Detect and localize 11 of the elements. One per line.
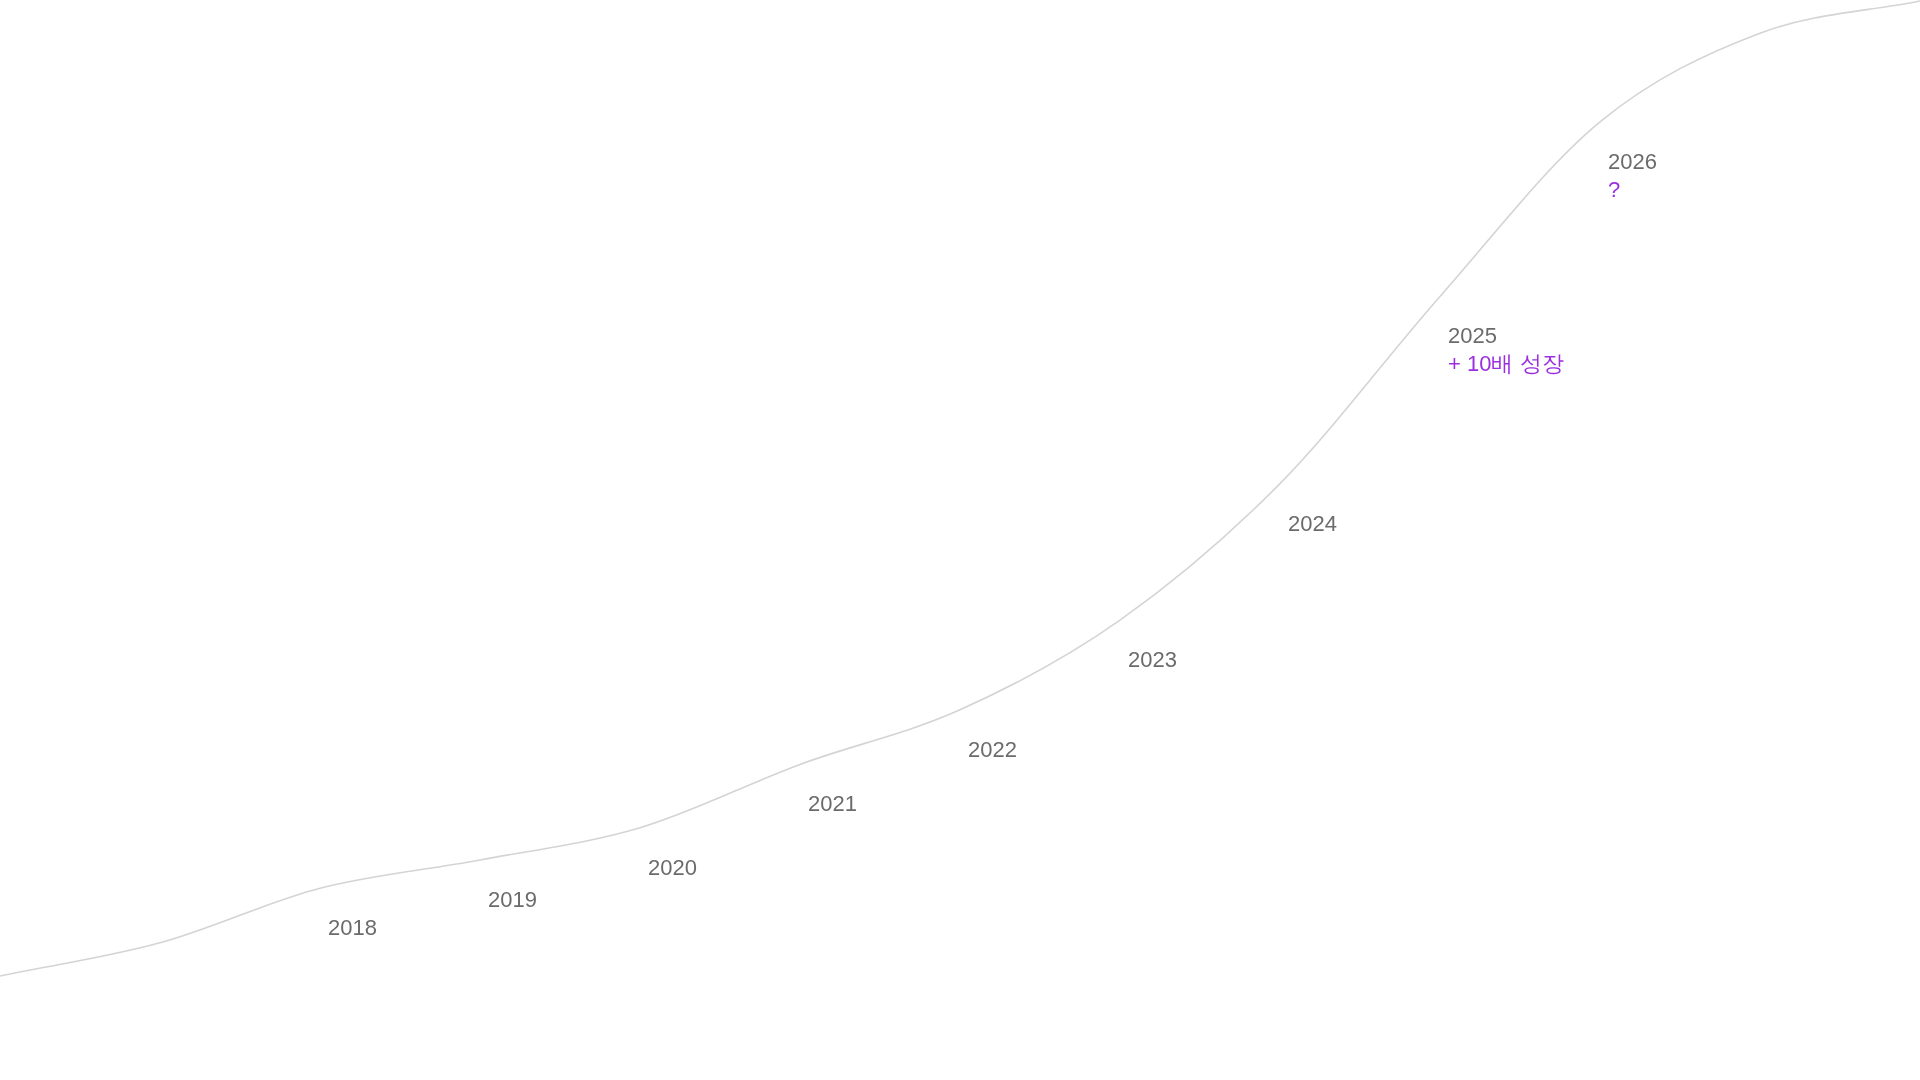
x-tick-label: 2018: [328, 915, 377, 941]
annotation: + 10배 성장: [1448, 351, 1564, 377]
x-tick-label: 2024: [1288, 510, 1337, 536]
x-tick-label: 2023: [1128, 647, 1177, 673]
annotation: ?: [1608, 176, 1621, 202]
x-tick-label: 2025: [1448, 323, 1497, 349]
x-tick-label: 2022: [968, 736, 1017, 762]
x-tick-label: 2026: [1608, 148, 1657, 174]
x-tick-label: 2019: [488, 887, 537, 913]
x-tick-label: 2021: [808, 791, 857, 817]
x-tick-label: 2020: [648, 854, 697, 880]
